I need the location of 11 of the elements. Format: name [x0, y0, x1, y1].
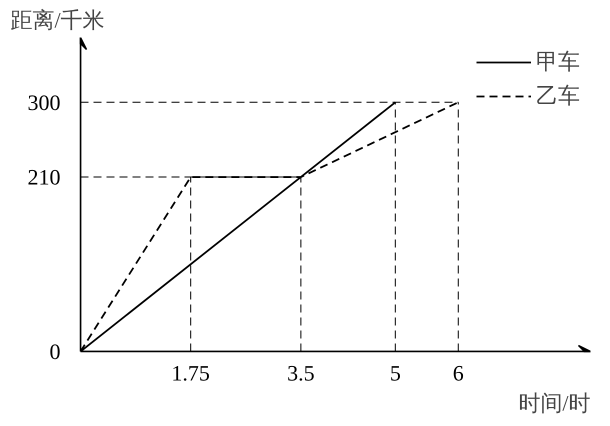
y-tick-label: 300	[28, 90, 60, 115]
y-tick-label: 210	[28, 164, 60, 190]
x-tick-label: 1.75	[171, 360, 210, 386]
x-axis-title: 时间/时	[518, 390, 591, 416]
legend-label: 甲车	[536, 48, 580, 76]
x-tick-label: 6	[452, 360, 464, 386]
x-tick-label: 5	[390, 360, 401, 386]
x-tick-label: 3.5	[287, 360, 315, 386]
y-tick-label: 0	[50, 339, 60, 364]
legend-label: 乙车	[536, 82, 580, 110]
y-axis-title: 距离/千米	[10, 8, 105, 32]
